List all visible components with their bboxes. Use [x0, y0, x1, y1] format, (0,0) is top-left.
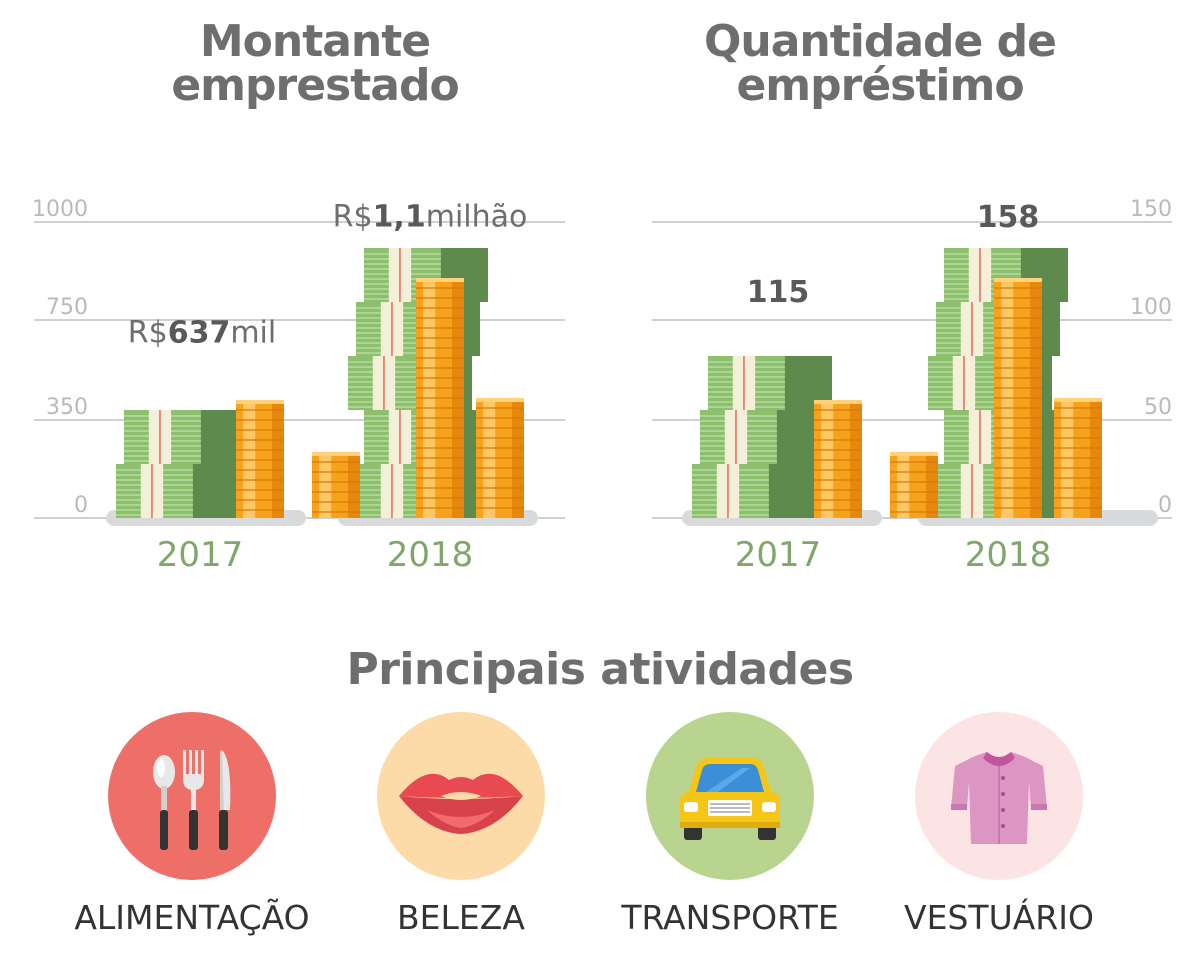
y-tick-label: 100 [1130, 295, 1172, 320]
activity-vestuario: VESTUÁRIO [869, 712, 1129, 937]
data-label: 115 [747, 275, 810, 310]
activity-circle [646, 712, 814, 880]
x-tick-label: 2018 [387, 535, 474, 575]
y-tick-label: 350 [46, 395, 88, 420]
y-tick-label: 0 [1158, 493, 1172, 518]
activity-label: ALIMENTAÇÃO [74, 898, 310, 937]
data-label: R$637mil [128, 315, 276, 350]
section-title-principais-atividades: Principais atividades [346, 644, 854, 695]
activity-transporte: TRANSPORTE [600, 712, 860, 937]
car-icon [680, 758, 780, 840]
lips-icon [399, 773, 523, 834]
activity-circle [377, 712, 545, 880]
activity-circle [915, 712, 1083, 880]
activity-label: TRANSPORTE [621, 898, 839, 937]
activity-beleza: BELEZA [331, 712, 591, 937]
activity-label: BELEZA [397, 898, 525, 937]
x-tick-label: 2017 [735, 535, 822, 575]
y-tick-label: 150 [1130, 197, 1172, 222]
cutlery-icon [153, 750, 231, 850]
chart-quantidade-emprestimo: 0 50 100 150 2017 115 2018 158 [652, 197, 1172, 575]
activity-label: VESTUÁRIO [904, 898, 1094, 937]
bar-2018 [312, 248, 538, 526]
y-tick-label: 1000 [32, 197, 88, 222]
bar-2017 [106, 400, 306, 526]
shirt-icon [951, 752, 1047, 844]
chart-title-montante: Montante emprestado [171, 16, 459, 111]
activity-circle [108, 712, 276, 880]
chart-title-quantidade: Quantidade de empréstimo [703, 16, 1057, 111]
chart-montante-emprestado: 0 350 750 1000 2017 R$637mil 2018 R$1,1milhão [32, 197, 565, 575]
y-tick-label: 0 [74, 493, 88, 518]
bar-2018 [890, 248, 1158, 526]
data-label: R$1,1milhão [333, 200, 528, 235]
y-tick-label: 50 [1144, 395, 1172, 420]
x-tick-label: 2018 [965, 535, 1052, 575]
activity-alimentacao: ALIMENTAÇÃO [62, 712, 322, 937]
y-tick-label: 750 [46, 295, 88, 320]
x-tick-label: 2017 [157, 535, 244, 575]
data-label: 158 [977, 200, 1040, 235]
bar-2017 [682, 356, 882, 526]
